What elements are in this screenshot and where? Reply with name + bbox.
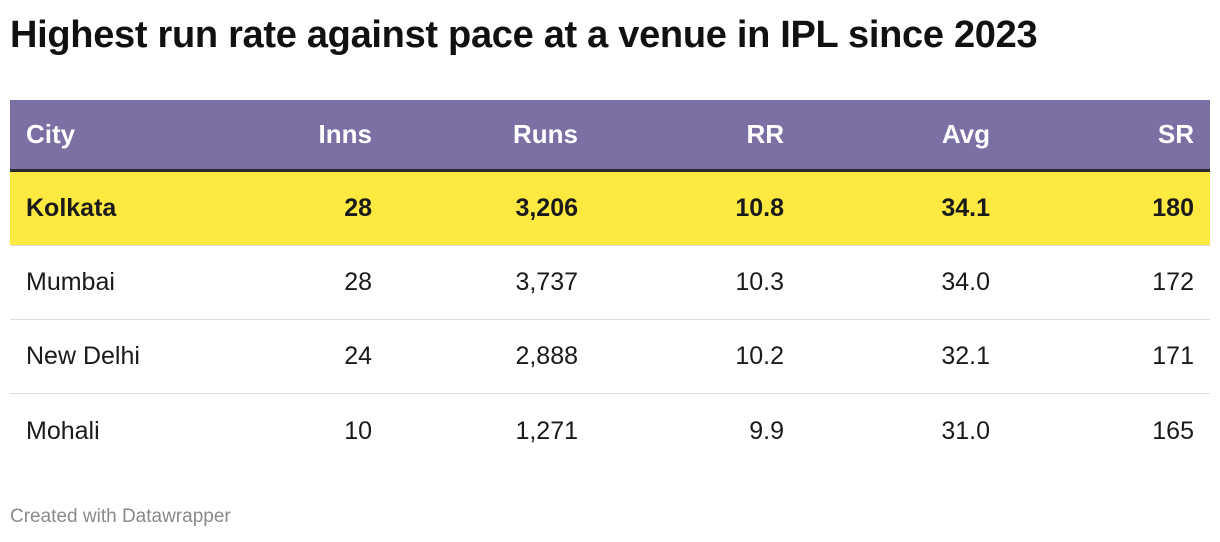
column-header-avg: Avg — [941, 119, 990, 149]
cell-runs: 2,888 — [515, 342, 578, 370]
table-row: Mumbai 28 3,737 10.3 34.0 172 — [10, 246, 1210, 320]
column-header-runs: Runs — [513, 119, 578, 149]
cell-city: Mohali — [26, 416, 100, 445]
cell-rr: 9.9 — [749, 416, 784, 445]
cell-rr: 10.3 — [735, 268, 784, 296]
cell-sr: 165 — [1152, 416, 1194, 445]
table-row: New Delhi 24 2,888 10.2 32.1 171 — [10, 320, 1210, 394]
table-row-highlighted: Kolkata 28 3,206 10.8 34.1 180 — [10, 172, 1210, 246]
cell-avg: 31.0 — [941, 416, 990, 445]
chart-title: Highest run rate against pace at a venue… — [10, 14, 1038, 56]
cell-rr: 10.2 — [735, 342, 784, 370]
cell-sr: 171 — [1152, 342, 1194, 370]
column-header-sr: SR — [1157, 119, 1194, 149]
cell-runs: 3,206 — [515, 194, 578, 222]
cell-avg: 34.0 — [941, 268, 990, 296]
cell-sr: 180 — [1152, 194, 1194, 222]
cell-runs: 1,271 — [515, 416, 578, 445]
column-header-city: City — [26, 119, 76, 149]
cell-city: Kolkata — [26, 194, 117, 222]
cell-avg: 32.1 — [941, 342, 990, 370]
cell-runs: 3,737 — [515, 268, 578, 296]
cell-city: New Delhi — [26, 342, 140, 370]
datawrapper-credit: Created with Datawrapper — [10, 506, 231, 527]
cell-avg: 34.1 — [941, 194, 990, 222]
cell-inns: 10 — [344, 416, 372, 445]
data-table: City Inns Runs RR Avg SR Kolkata 28 3,20… — [10, 100, 1210, 468]
cell-rr: 10.8 — [735, 194, 784, 222]
cell-sr: 172 — [1152, 268, 1194, 296]
cell-inns: 28 — [344, 194, 372, 222]
table-row: Mohali 10 1,271 9.9 31.0 165 — [10, 394, 1210, 468]
table-header-row: City Inns Runs RR Avg SR — [10, 100, 1210, 172]
cell-inns: 28 — [344, 268, 372, 296]
cell-inns: 24 — [344, 342, 372, 370]
column-header-inns: Inns — [318, 119, 372, 149]
column-header-rr: RR — [746, 119, 784, 149]
cell-city: Mumbai — [26, 268, 115, 296]
